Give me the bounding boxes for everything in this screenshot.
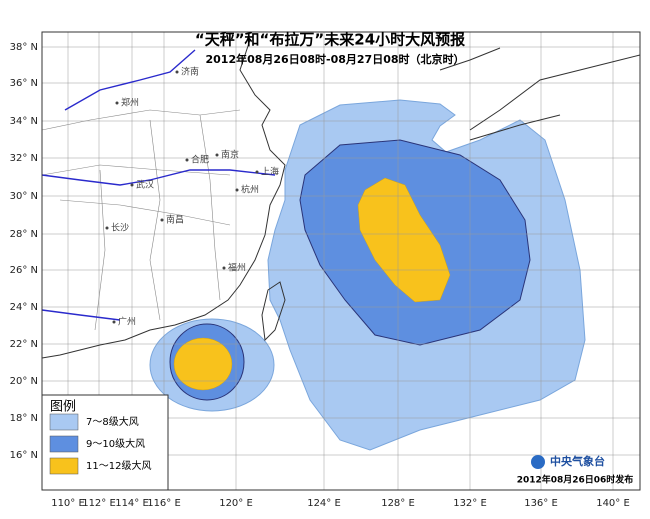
latitude-label: 24° N — [10, 302, 38, 313]
coastline — [41, 39, 641, 359]
city-label: 杭州 — [241, 184, 259, 196]
longitude-label: 136° E — [524, 498, 558, 509]
map-frame — [41, 31, 641, 491]
longitude-label: 128° E — [381, 498, 415, 509]
city-label: 南京 — [221, 149, 239, 161]
legend-label: 11～12级大风 — [86, 459, 151, 472]
city-dot — [105, 226, 109, 230]
latitude-label: 22° N — [10, 339, 38, 350]
legend: 图例 7～8级大风 9～10级大风 11～12级大风 — [41, 394, 169, 491]
wind-area-11-12 — [357, 177, 451, 303]
logo-icon — [531, 455, 545, 469]
legend-label: 9～10级大风 — [86, 437, 145, 450]
province-borders — [41, 109, 241, 331]
longitude-label: 124° E — [307, 498, 341, 509]
longitude-label: 112° E — [82, 498, 116, 509]
city-dot — [112, 320, 116, 324]
city-label: 上海 — [261, 166, 279, 178]
city-label: 合肥 — [191, 154, 209, 166]
longitude-label: 132° E — [453, 498, 487, 509]
city-dot — [185, 158, 189, 162]
rivers — [41, 49, 276, 321]
map-subtitle: 2012年08月26日08时-08月27日08时（北京时） — [205, 52, 464, 66]
legend-swatch — [49, 457, 79, 475]
latitude-label: 28° N — [10, 229, 38, 240]
latitude-label: 18° N — [10, 413, 38, 424]
city-dot — [130, 183, 134, 187]
legend-title: 图例 — [50, 400, 76, 415]
legend-label: 7～8级大风 — [86, 415, 139, 428]
city-label: 武汉 — [136, 179, 154, 191]
city-label: 长沙 — [111, 222, 129, 234]
city-label: 郑州 — [121, 97, 139, 109]
longitude-label: 114° E — [115, 498, 149, 509]
issued-time: 2012年08月26日06时发布 — [517, 474, 634, 486]
longitude-label: 110° E — [51, 498, 85, 509]
longitude-label: 140° E — [596, 498, 630, 509]
city-dot — [160, 218, 164, 222]
latitude-label: 30° N — [10, 191, 38, 202]
city-label: 福州 — [228, 262, 246, 274]
latitude-label: 36° N — [10, 78, 38, 89]
latitude-label: 32° N — [10, 153, 38, 164]
map-title: “天秤”和“布拉万”未来24小时大风预报 — [195, 31, 465, 49]
city-label: 广州 — [118, 316, 136, 328]
city-dot — [255, 170, 259, 174]
legend-swatch — [49, 413, 79, 431]
city-dot — [175, 70, 179, 74]
city-label: 济南 — [181, 66, 199, 78]
city-dot — [115, 101, 119, 105]
latitude-label: 20° N — [10, 376, 38, 387]
latitude-label: 38° N — [10, 42, 38, 53]
longitude-label: 120° E — [219, 498, 253, 509]
city-label: 南昌 — [166, 214, 184, 226]
wind-area-11-12 — [173, 337, 233, 391]
city-dot — [215, 153, 219, 157]
latitude-label: 26° N — [10, 265, 38, 276]
graticule — [42, 32, 640, 490]
logo-text: 中央气象台 — [550, 454, 605, 468]
latitude-label: 16° N — [10, 450, 38, 461]
legend-swatch — [49, 435, 79, 453]
latitude-label: 34° N — [10, 116, 38, 127]
city-dot — [222, 266, 226, 270]
city-dot — [235, 188, 239, 192]
longitude-label: 116° E — [147, 498, 181, 509]
